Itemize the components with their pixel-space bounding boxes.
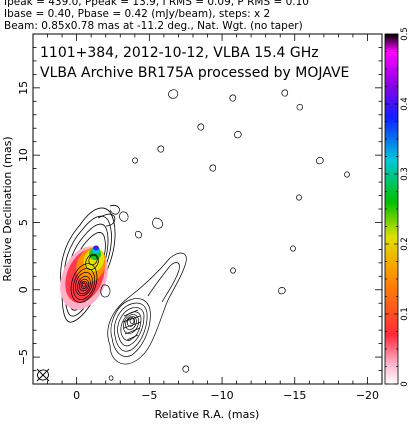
lower-jet-contours [110,298,151,357]
diffuse-blob [132,157,138,164]
x-tick-label: −10 [210,389,233,402]
jet-ridge [109,204,120,215]
contour [122,309,142,341]
map-field [36,89,350,382]
diffuse-blob [316,157,324,165]
contour [123,314,139,334]
x-tick-label: −5 [141,389,157,402]
contour [113,302,148,352]
header-line-2: Ibase = 0.40, Pbase = 0.42 (mJy/beam), s… [4,8,271,20]
y-tick-label: −5 [17,349,30,365]
colorbar-tick-label: 0.1 [400,307,410,321]
contour [85,253,99,271]
contour [67,223,109,311]
diffuse-contours [100,89,350,381]
diffuse-blob [209,164,217,172]
diffuse-blob [168,89,179,99]
overlay-subtitle: VLBA Archive BR175A processed by MOJAVE [40,65,349,81]
y-tick-label: 5 [17,219,30,226]
contour [78,278,90,292]
colorbar-tick-label: 0 [400,381,410,386]
diffuse-plume-inner [147,262,180,303]
y-axis-label: Relative Declination (mas) [1,136,14,281]
jet-ridge [97,213,116,227]
diffuse-blob [100,284,111,298]
diffuse-blob [296,194,302,201]
diffuse-blob [152,217,164,229]
x-tick-label: −20 [356,389,379,402]
colorbar-tick-label: 0.2 [400,237,410,251]
contour [72,268,96,300]
fill-violet [94,245,99,249]
colorbar-tick-label: 0.5 [400,27,410,41]
core-contours [60,204,120,323]
contour [80,280,88,290]
diffuse-blob [157,145,165,153]
contour [120,311,142,341]
y-tick-label: 15 [17,81,30,95]
colorbar-tick-label: 0.4 [400,97,410,111]
diffuse-blob [230,267,236,274]
diffuse-blob [278,287,286,295]
diffuse-blob [182,365,190,373]
beam-marker [36,368,50,382]
diffuse-blob [119,211,129,222]
plot-frame [32,33,383,385]
header-line-3: Beam: 0.85x0.78 mas at -11.2 deg., Nat. … [4,20,303,32]
x-axis: 0 −5 −10 −15 −20 [32,34,383,402]
diffuse-blob [344,171,350,178]
x-tick-label: −15 [283,389,306,402]
core-inner-contours [70,253,99,303]
contour [63,215,112,317]
diffuse-blob [229,94,237,102]
diffuse-blob [296,104,303,111]
y-tick-label: 0 [17,286,30,293]
contour [77,275,91,295]
x-tick-label: 0 [73,389,80,402]
diffuse-blob [290,245,296,252]
overlay-title: 1101+384, 2012-10-12, VLBA 15.4 GHz [40,45,319,61]
contour [117,307,145,347]
contour [75,271,93,297]
diffuse-blob [108,375,114,381]
header-line-1: Ipeak = 439.0, Ppeak = 13.9, I RMS = 0.0… [4,0,309,8]
colorbar-ticks: 0 0.1 0.2 0.3 0.4 0.5 [385,27,410,387]
contour-outer [60,207,116,323]
colorbar-tick-label: 0.3 [400,167,410,181]
diffuse-blob [281,89,289,97]
x-axis-label: Relative R.A. (mas) [155,408,260,421]
diffuse-blob [234,131,242,139]
contour [88,254,98,266]
beam-ellipse [37,369,49,381]
contour-outer [110,298,151,357]
y-tick-label: 10 [17,148,30,162]
contour [82,282,86,288]
beam-cross [36,368,50,382]
diffuse-blob [135,231,142,239]
y-axis: −5 0 5 10 15 [17,33,382,385]
diffuse-blob [197,123,205,131]
diffuse-plume [107,252,187,365]
